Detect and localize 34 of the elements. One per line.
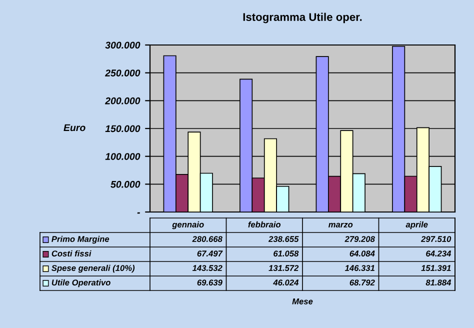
data-label: 46.024 (273, 280, 299, 286)
data-label: 279.208 (344, 236, 375, 242)
data-label: 146.331 (344, 265, 374, 271)
x-tick-label: marzo (328, 222, 353, 228)
data-label: 68.792 (350, 280, 375, 286)
y-tick-label: 200.000 (104, 97, 140, 104)
x-tick-label: gennaio (172, 221, 204, 230)
data-label: 81.884 (426, 280, 452, 286)
data-label: 61.058 (274, 250, 299, 256)
data-label: 143.532 (192, 265, 222, 271)
y-tick-label: 50.000 (110, 180, 140, 188)
data-label: 280.668 (192, 236, 222, 242)
data-label: 64.234 (426, 250, 452, 256)
data-label: 64.084 (350, 250, 375, 256)
x-tick-label: aprile (406, 221, 428, 230)
legend-label: Costi fissi (52, 250, 92, 256)
y-axis-title: Euro (64, 124, 86, 132)
data-label: 67.497 (197, 250, 223, 256)
chart-title: Istogramma Utile oper. (243, 12, 362, 24)
data-label: 297.510 (420, 236, 452, 242)
y-tick-label: 150.000 (105, 125, 140, 132)
legend-label: Primo Margine (52, 236, 110, 244)
y-tick-label: 300.000 (105, 42, 140, 49)
y-tick-label: - (137, 212, 140, 214)
data-label: 151.391 (421, 265, 451, 271)
text: Mese (292, 298, 313, 304)
data-label: 131.572 (268, 265, 299, 271)
legend-label: Spese generali (10%) (52, 264, 135, 273)
y-tick-label: 100.000 (105, 153, 140, 160)
data-label: 69.639 (197, 280, 222, 286)
legend-label: Utile Operativo (52, 279, 110, 288)
x-tick-label: febbraio (248, 221, 281, 228)
y-tick-label: 250.000 (104, 70, 140, 76)
data-label: 238.655 (268, 236, 299, 242)
